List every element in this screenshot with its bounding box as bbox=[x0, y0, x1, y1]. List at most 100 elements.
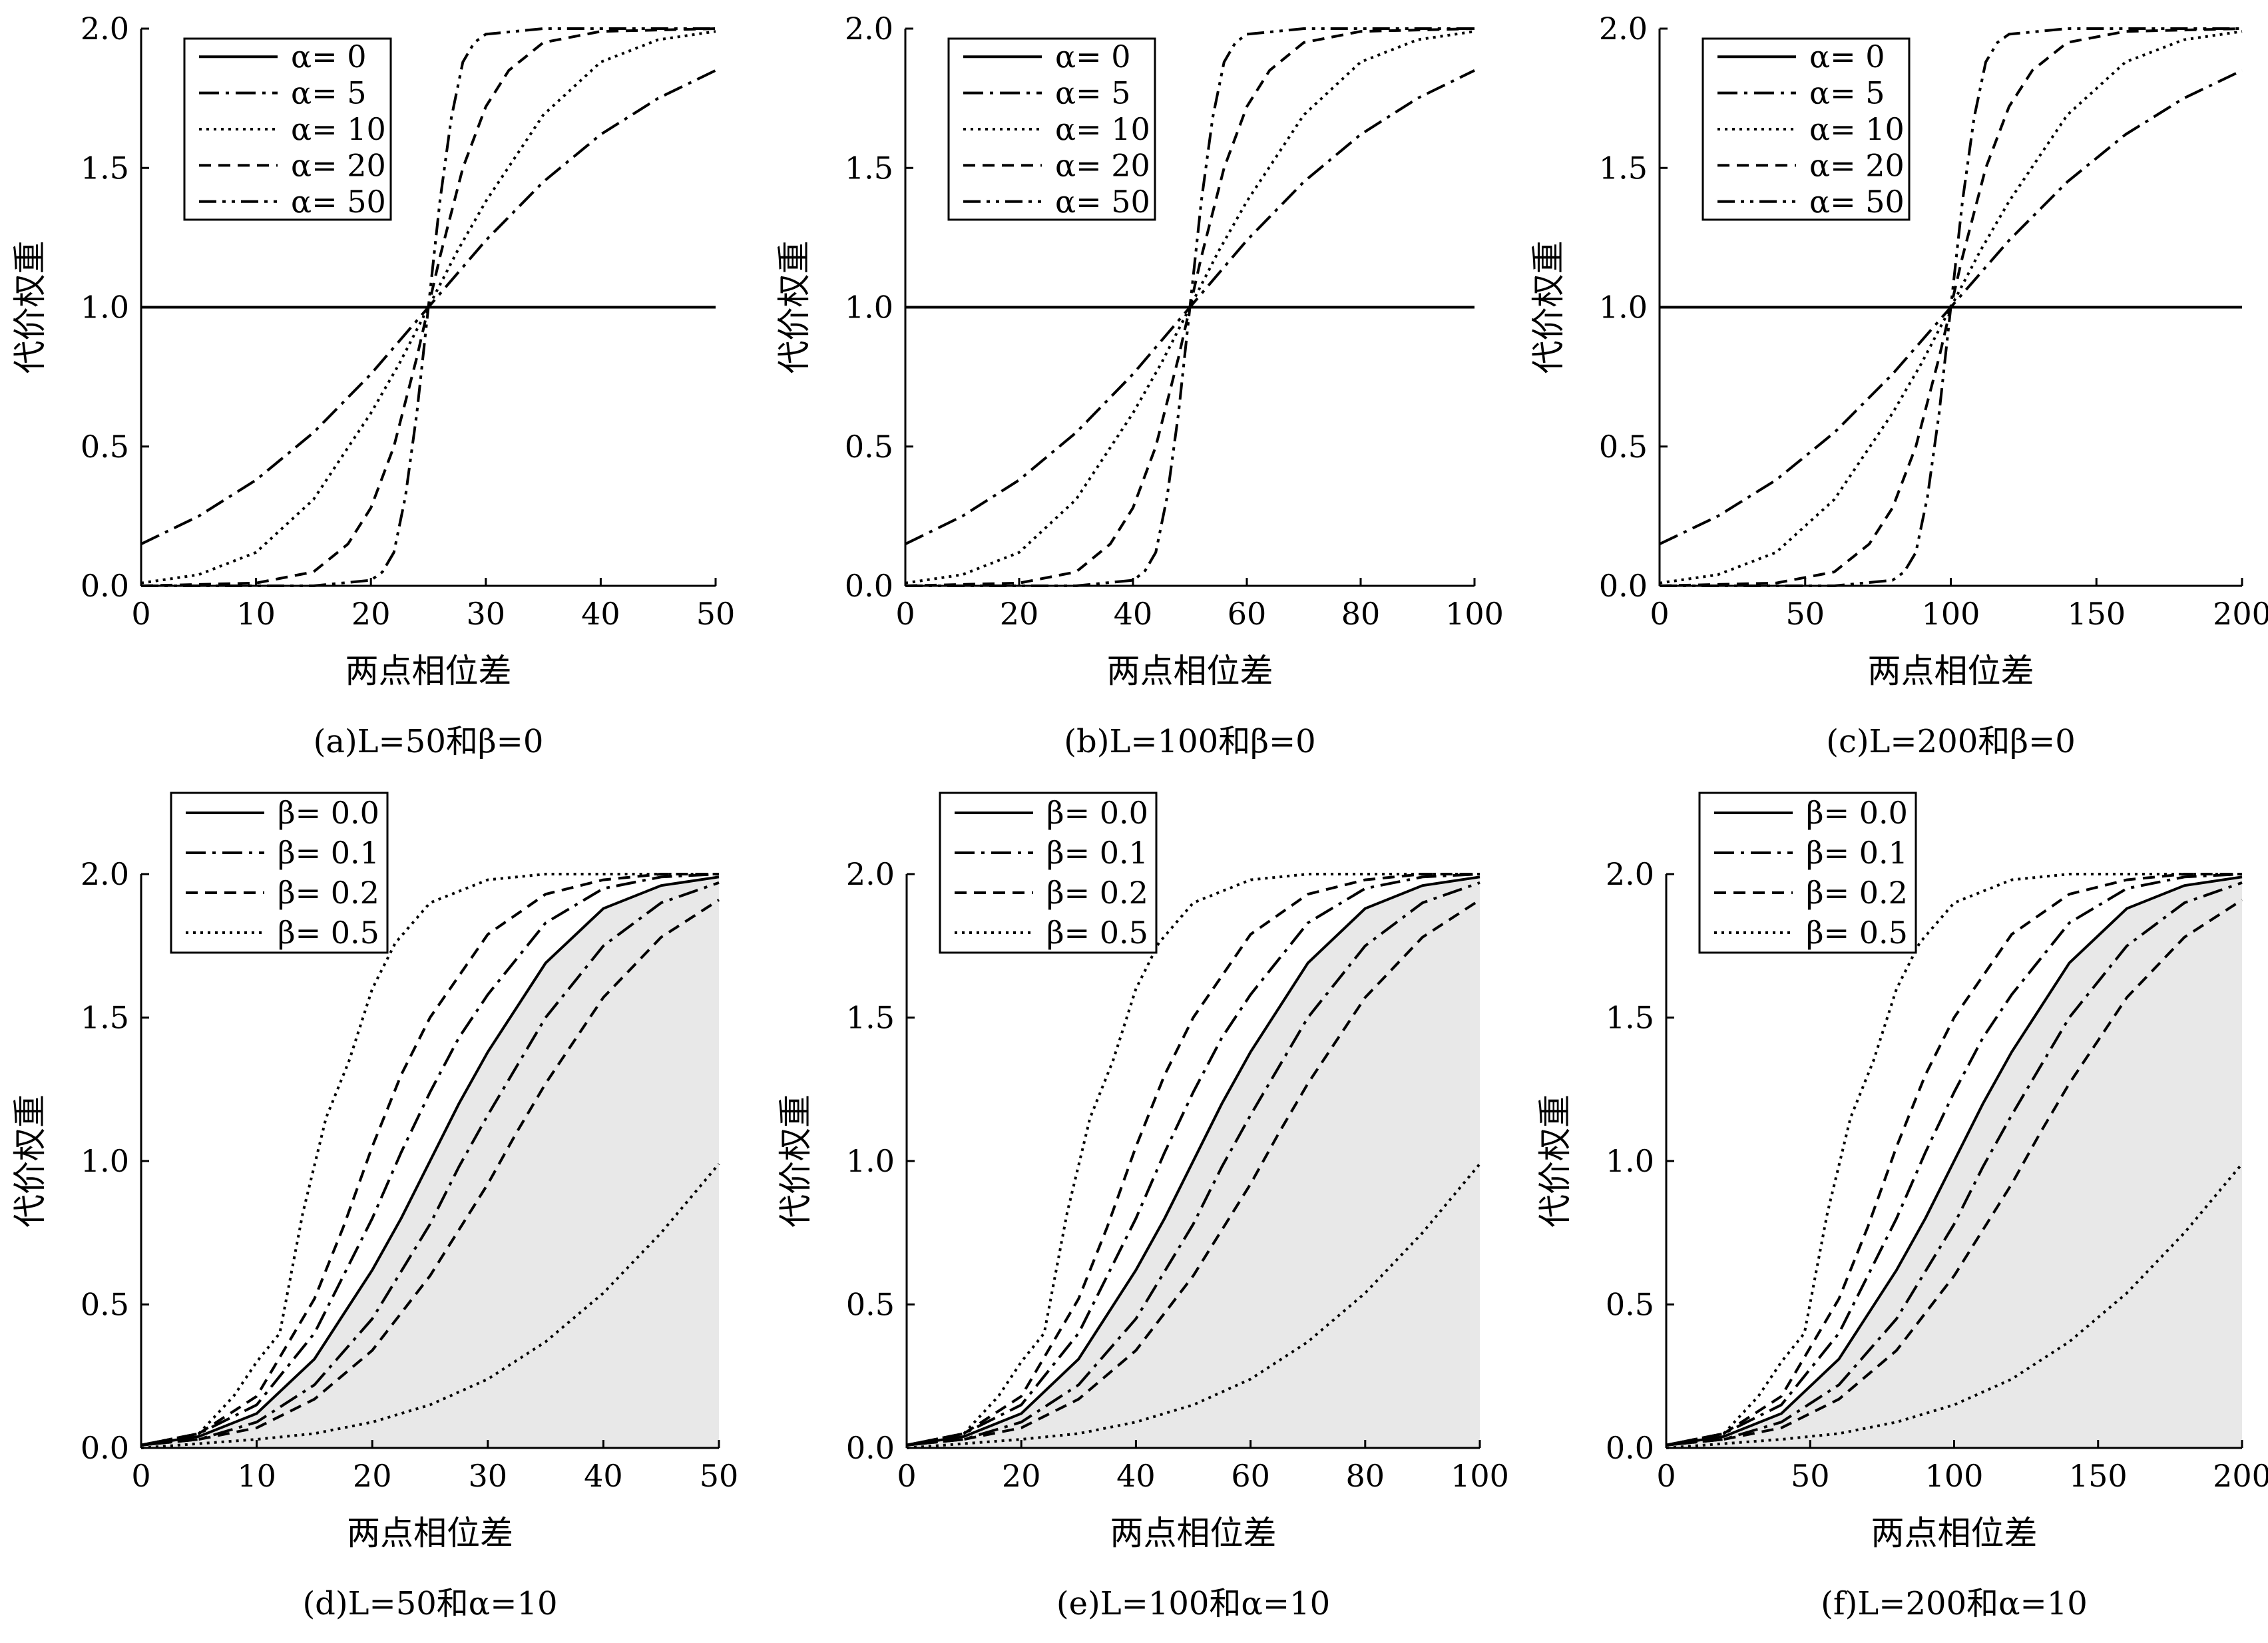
legend-label: α= 5 bbox=[1809, 75, 1885, 111]
legend-box bbox=[183, 37, 392, 221]
legend: β= 0.0 β= 0.1 β= 0.2 β= 0.5 bbox=[170, 792, 389, 954]
x-tick-label: 50 bbox=[696, 596, 736, 632]
x-tick-label: 80 bbox=[1341, 596, 1381, 632]
series-line-1 bbox=[140, 873, 720, 1447]
y-tick-label: 0.0 bbox=[1599, 568, 1648, 604]
y-tick-label: 2.0 bbox=[1599, 11, 1648, 47]
series-line-4 bbox=[905, 27, 1474, 587]
panel-caption: (e)L=100和α=10 bbox=[1056, 1585, 1330, 1622]
legend-label: β= 0.1 bbox=[278, 835, 379, 871]
series-line-0 bbox=[1666, 875, 2243, 1447]
series-line-4 bbox=[140, 899, 720, 1447]
chart-panel-0: 0 10 20 30 40 50 0.0 0.5 1.0 1.5 2.0 两点相位差 代价权重 (a)L=… bbox=[11, 11, 735, 760]
y-axis-label: 代价权重 bbox=[775, 241, 813, 374]
y-tick-label: 1.0 bbox=[845, 290, 893, 326]
series-line-0 bbox=[140, 875, 720, 1447]
y-axis-label: 代价权重 bbox=[776, 1094, 815, 1228]
chart-panel-2: 0 50 100 150 200 0.0 0.5 1.0 1.5 2.0 两点相位差 代价权重 (c)L… bbox=[1529, 11, 2268, 760]
x-tick-label: 10 bbox=[236, 596, 276, 632]
series-line-0 bbox=[906, 875, 1480, 1447]
chart-panel-4: 0 20 40 60 80 100 0.0 0.5 1.0 1.5 2.0 两点相位差 代价权重 (e)L… bbox=[776, 792, 1509, 1622]
series-line-5 bbox=[906, 873, 1480, 1447]
x-tick-label: 20 bbox=[351, 596, 391, 632]
legend-label: β= 0.5 bbox=[1806, 915, 1908, 951]
legend-label: β= 0.2 bbox=[1806, 875, 1908, 911]
legend-label: β= 0.1 bbox=[1046, 835, 1148, 871]
legend-label: α= 10 bbox=[291, 111, 386, 147]
legend-label: β= 0.1 bbox=[1806, 835, 1908, 871]
legend-box bbox=[170, 792, 389, 954]
y-tick-label: 1.5 bbox=[1599, 150, 1648, 186]
x-axis-label: 两点相位差 bbox=[345, 652, 512, 690]
y-tick-label: 1.0 bbox=[81, 1143, 129, 1179]
y-tick-label: 2.0 bbox=[845, 11, 893, 47]
x-tick-label: 20 bbox=[353, 1458, 392, 1494]
legend-label: α= 0 bbox=[1055, 39, 1131, 75]
series-line-2 bbox=[140, 881, 720, 1447]
x-axis-label: 两点相位差 bbox=[1107, 652, 1273, 690]
x-tick-label: 0 bbox=[131, 596, 150, 632]
legend-label: β= 0.0 bbox=[1806, 795, 1908, 831]
x-tick-label: 20 bbox=[1002, 1458, 1041, 1494]
x-tick-label: 50 bbox=[700, 1458, 739, 1494]
series-line-4 bbox=[1666, 899, 2243, 1447]
legend: α= 0α= 5α= 10α= 20α= 50 bbox=[183, 37, 392, 221]
y-tick-label: 1.5 bbox=[845, 150, 893, 186]
panel-caption: (c)L=200和β=0 bbox=[1826, 723, 2076, 760]
series-line-4 bbox=[1660, 27, 2242, 587]
x-tick-label: 150 bbox=[2069, 1458, 2128, 1494]
legend: β= 0.0 β= 0.1 β= 0.2 β= 0.5 bbox=[1698, 792, 1917, 954]
x-tick-label: 50 bbox=[1785, 596, 1825, 632]
x-tick-label: 10 bbox=[237, 1458, 276, 1494]
legend-label: β= 0.2 bbox=[1046, 875, 1148, 911]
x-tick-label: 0 bbox=[895, 596, 915, 632]
y-tick-label: 1.0 bbox=[1606, 1143, 1654, 1179]
y-tick-label: 2.0 bbox=[1606, 856, 1654, 892]
x-axis-label: 两点相位差 bbox=[1868, 652, 2034, 690]
y-tick-label: 0.0 bbox=[1606, 1430, 1654, 1466]
y-tick-label: 0.0 bbox=[845, 568, 893, 604]
y-tick-label: 1.5 bbox=[81, 150, 129, 186]
legend-label: β= 0.0 bbox=[1046, 795, 1148, 831]
y-axis-label: 代价权重 bbox=[11, 1094, 49, 1228]
x-tick-label: 30 bbox=[467, 596, 506, 632]
x-tick-label: 0 bbox=[131, 1458, 150, 1494]
x-tick-label: 100 bbox=[1445, 596, 1504, 632]
panel-caption: (d)L=50和α=10 bbox=[302, 1585, 557, 1622]
y-tick-label: 1.0 bbox=[1599, 290, 1648, 326]
x-tick-label: 0 bbox=[1650, 596, 1669, 632]
panel-caption: (b)L=100和β=0 bbox=[1064, 723, 1315, 760]
series-line-6 bbox=[906, 1163, 1481, 1449]
x-tick-label: 100 bbox=[1451, 1458, 1509, 1494]
x-tick-label: 80 bbox=[1346, 1458, 1385, 1494]
series-line-6 bbox=[1666, 1163, 2243, 1449]
legend: α= 0α= 5α= 10α= 20α= 50 bbox=[1701, 37, 1911, 221]
legend-box bbox=[947, 37, 1156, 221]
legend-label: α= 0 bbox=[291, 39, 367, 75]
y-tick-label: 0.5 bbox=[845, 429, 893, 465]
legend: α= 0α= 5α= 10α= 20α= 50 bbox=[947, 37, 1156, 221]
legend-box bbox=[1698, 792, 1917, 954]
x-tick-label: 60 bbox=[1228, 596, 1267, 632]
y-tick-label: 1.5 bbox=[81, 1000, 129, 1036]
x-tick-label: 200 bbox=[2213, 596, 2268, 632]
series-line-6 bbox=[140, 1163, 720, 1449]
series-line-2 bbox=[1666, 881, 2243, 1447]
y-tick-label: 1.5 bbox=[1606, 1000, 1654, 1036]
legend-label: β= 0.5 bbox=[278, 915, 379, 951]
legend-label: α= 20 bbox=[1809, 147, 1905, 183]
legend-label: β= 0.5 bbox=[1046, 915, 1148, 951]
legend-label: α= 10 bbox=[1809, 111, 1905, 147]
x-tick-label: 100 bbox=[1925, 1458, 1984, 1494]
legend-label: α= 10 bbox=[1055, 111, 1150, 147]
x-tick-label: 60 bbox=[1231, 1458, 1270, 1494]
legend-box bbox=[939, 792, 1158, 954]
legend-label: α= 5 bbox=[1055, 75, 1131, 111]
y-tick-label: 0.5 bbox=[1606, 1287, 1654, 1323]
y-tick-label: 2.0 bbox=[846, 856, 895, 892]
chart-panel-5: 0 50 100 150 200 0.0 0.5 1.0 1.5 2.0 两点相位差 代价权重 (f)L… bbox=[1536, 792, 2268, 1622]
chart-panel-3: 0 10 20 30 40 50 0.0 0.5 1.0 1.5 2.0 两点相位差 代价权重 (d)L=… bbox=[11, 792, 739, 1622]
legend-label: α= 0 bbox=[1809, 39, 1885, 75]
y-axis-label: 代价权重 bbox=[1536, 1094, 1574, 1228]
panel-caption: (f)L=200和α=10 bbox=[1821, 1585, 2088, 1622]
